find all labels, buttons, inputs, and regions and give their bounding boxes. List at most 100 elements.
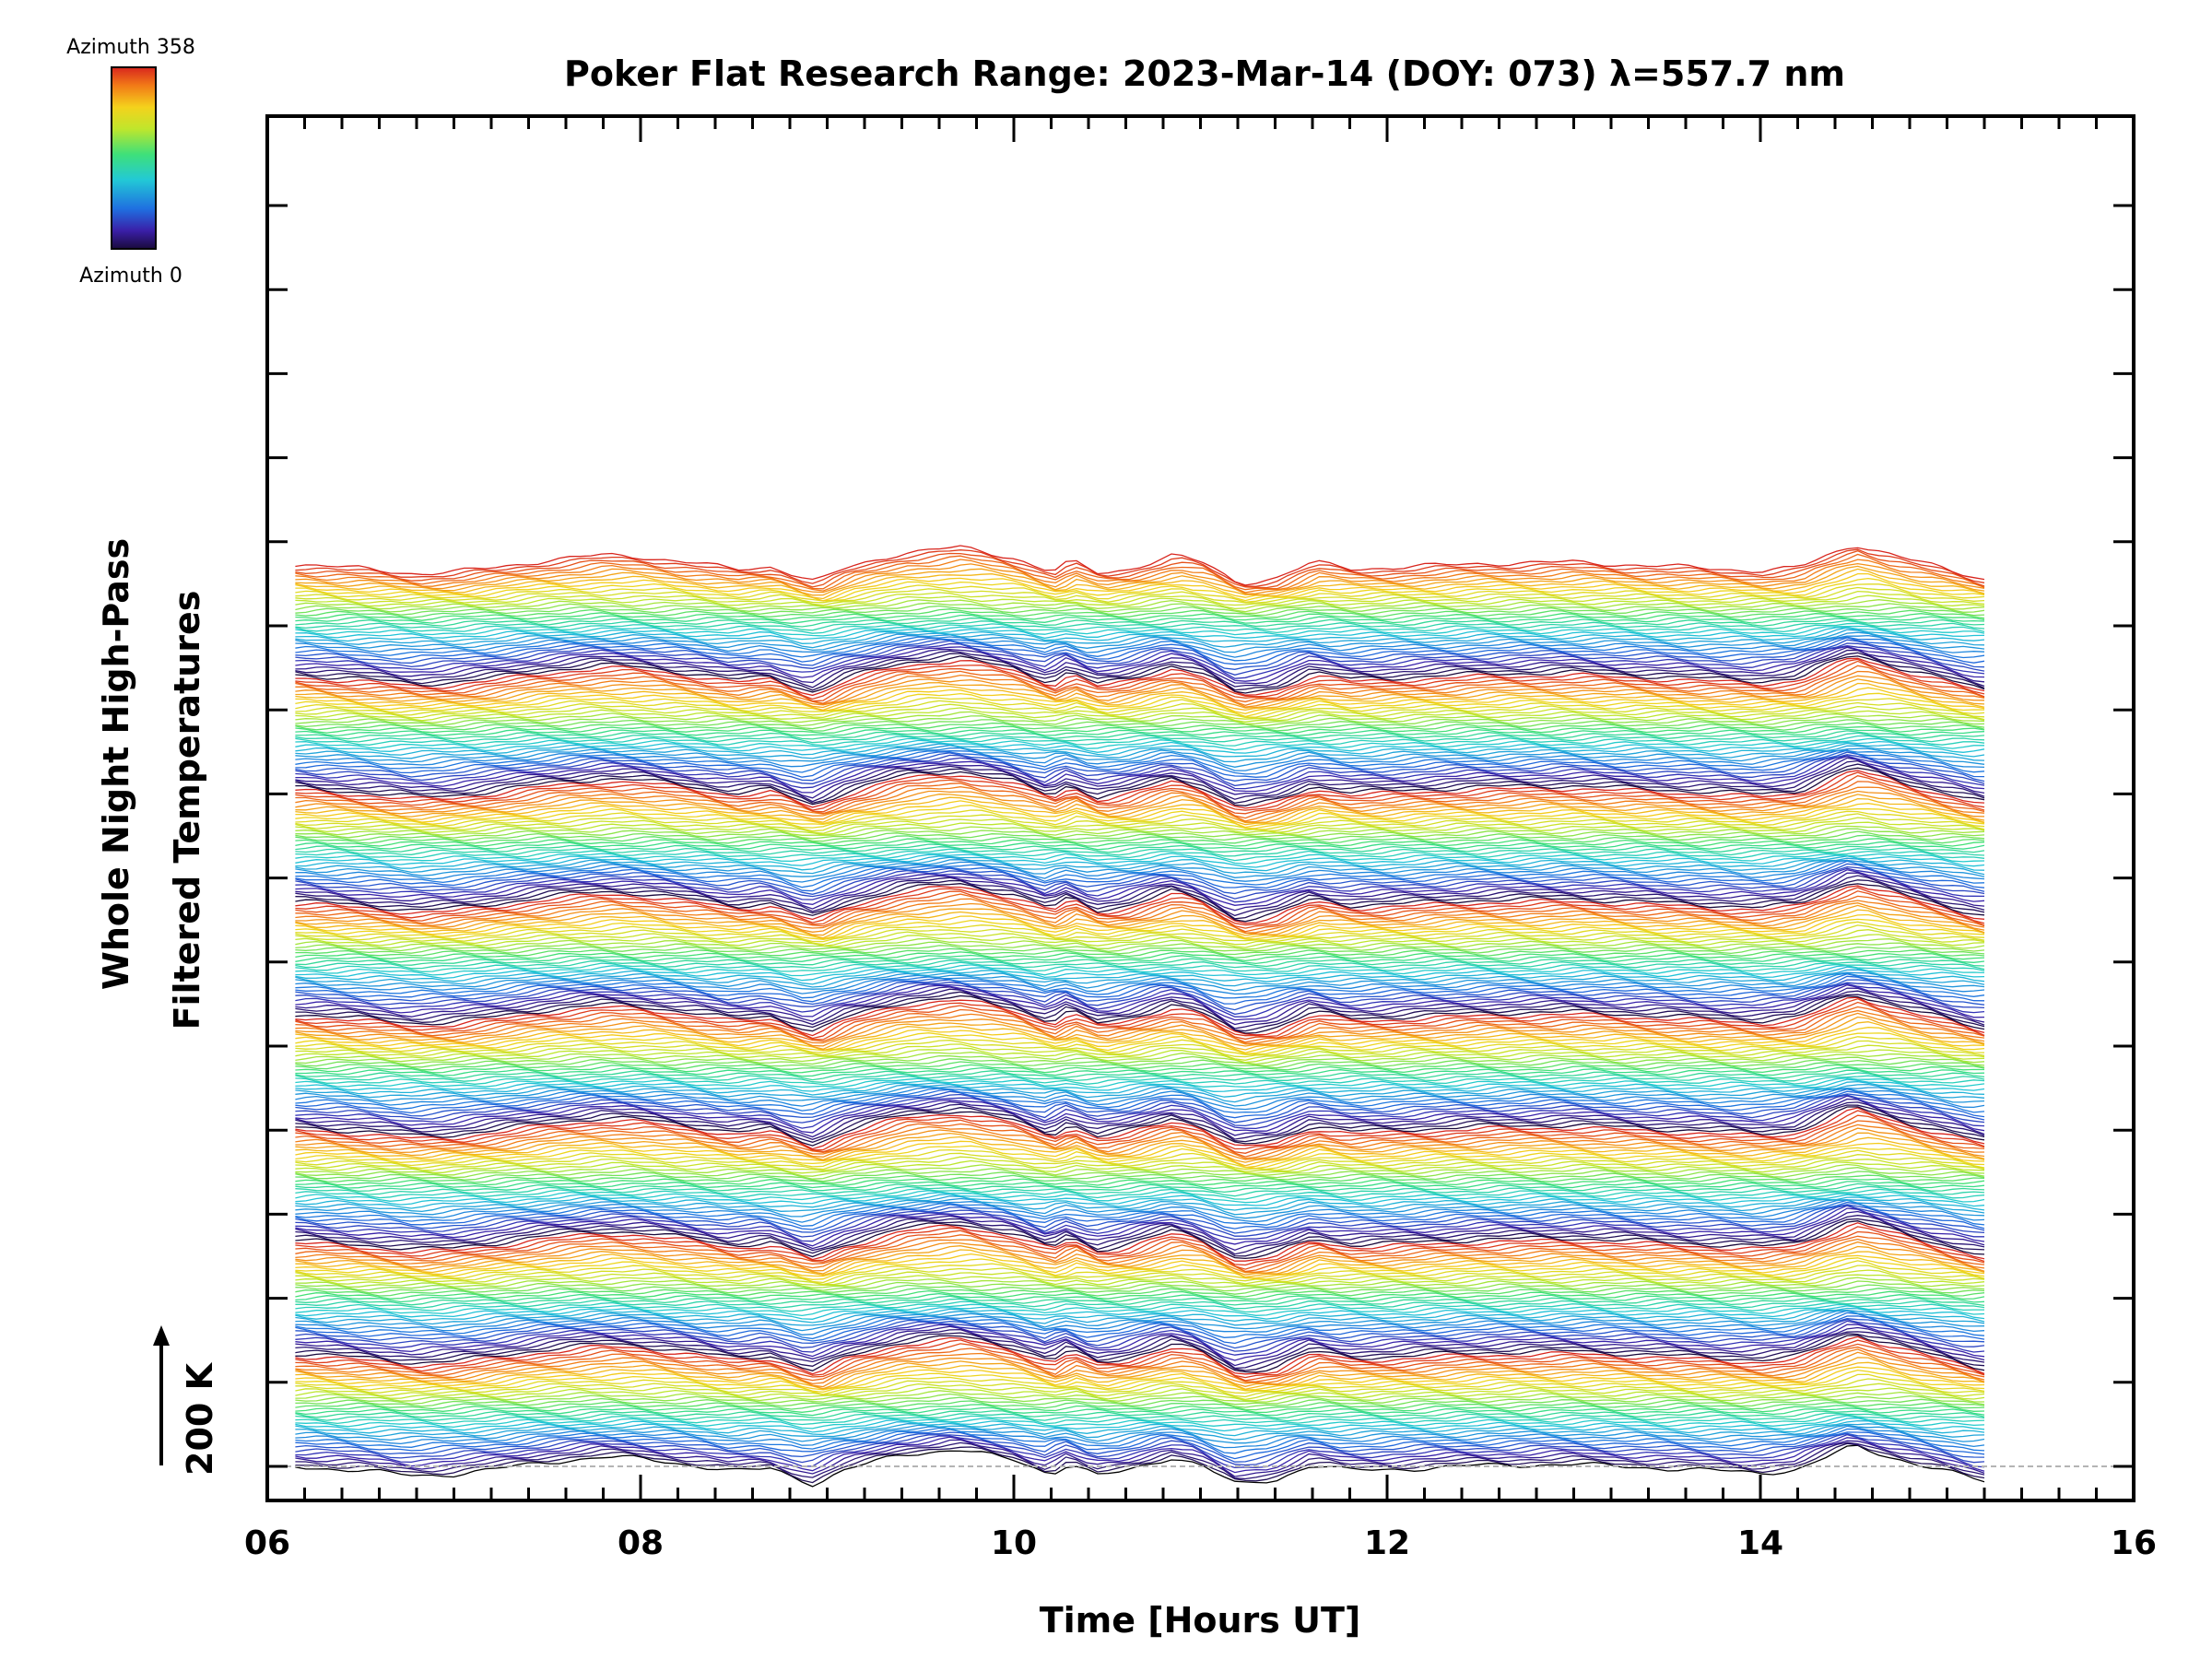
series-line	[295, 851, 1985, 865]
series-line	[295, 737, 1984, 751]
series-line	[295, 1412, 1985, 1422]
series-line	[295, 821, 1985, 836]
series-line	[295, 872, 1985, 912]
x-tick-label: 08	[618, 1524, 664, 1562]
series-line	[295, 893, 1985, 933]
series-line	[295, 924, 1985, 946]
series-line	[295, 614, 1985, 624]
series-line	[295, 834, 1985, 844]
series-line	[295, 1339, 1985, 1379]
series-line	[295, 1431, 1985, 1463]
chart-title: Poker Flat Research Range: 2023-Mar-14 (…	[564, 53, 1845, 94]
series-line	[295, 885, 1985, 924]
series-line	[295, 904, 1985, 936]
series-line	[295, 1197, 1985, 1219]
series-line	[295, 1335, 1985, 1375]
series-line	[295, 959, 1985, 971]
series-line	[295, 1052, 1985, 1065]
series-line	[295, 1312, 1985, 1340]
series-line	[295, 755, 1985, 790]
series-line	[295, 1410, 1985, 1419]
series-line	[295, 1012, 1985, 1047]
series-line	[295, 586, 1985, 604]
series-line	[295, 853, 1985, 868]
series-line	[295, 1195, 1985, 1216]
series-line	[295, 865, 1985, 900]
series-line	[295, 631, 1985, 653]
series-line	[295, 722, 1985, 732]
series-line	[295, 625, 1985, 637]
series-line	[295, 719, 1985, 730]
series-line	[295, 1220, 1985, 1260]
series-line	[295, 599, 1985, 613]
series-line	[295, 1205, 1984, 1242]
series-line	[295, 982, 1985, 1018]
series-line	[295, 1423, 1985, 1441]
series-line	[295, 883, 1985, 923]
series-line	[295, 590, 1985, 606]
series-line	[295, 855, 1985, 872]
series-line	[295, 913, 1985, 940]
series-line	[295, 1085, 1985, 1107]
series-line	[295, 902, 1985, 935]
series-line	[295, 548, 1985, 587]
series-line	[295, 645, 1985, 682]
plot-frame	[265, 114, 2136, 1502]
series-line	[295, 583, 1985, 603]
series-line	[295, 728, 1985, 737]
series-line	[295, 715, 1985, 727]
series-line	[295, 1310, 1985, 1332]
series-line	[295, 988, 1985, 1030]
x-tick-label: 12	[1364, 1524, 1410, 1562]
series-line	[295, 934, 1985, 948]
series-line	[295, 1001, 1985, 1041]
series-line	[295, 1369, 1985, 1394]
series-line	[295, 994, 1985, 1034]
series-line	[295, 611, 1985, 621]
series-line	[295, 1110, 1985, 1151]
series-line	[295, 1427, 1985, 1454]
colorbar-bottom-label: Azimuth 0	[79, 265, 182, 288]
series-line	[295, 1230, 1985, 1270]
series-line	[295, 1357, 1985, 1390]
series-line	[295, 1094, 1985, 1130]
series-line	[295, 963, 1985, 977]
x-tick-labels: 06 08 10 12 14 16	[244, 1524, 2157, 1562]
series-line	[295, 1181, 1985, 1190]
series-line	[295, 1305, 1985, 1320]
series-line	[295, 1101, 1985, 1140]
series-line	[295, 1058, 1985, 1069]
series-line	[295, 1310, 1985, 1335]
series-line	[295, 1325, 1985, 1367]
series-line	[295, 1087, 1985, 1111]
series-line	[295, 867, 1985, 903]
series-line	[295, 1064, 1985, 1074]
series-line	[295, 1284, 1985, 1295]
series-line	[295, 577, 1985, 602]
series-line	[295, 1167, 1985, 1180]
series-line	[295, 743, 1985, 763]
series-line	[295, 725, 1985, 735]
series-line	[295, 1280, 1985, 1292]
series-line	[295, 550, 1985, 589]
series-line	[295, 1021, 1985, 1052]
series-line	[295, 735, 1985, 747]
series-line	[295, 947, 1985, 959]
series-layer	[295, 545, 1985, 1488]
series-line	[295, 796, 1985, 826]
series-line	[295, 991, 1985, 1032]
series-line	[295, 1140, 1985, 1169]
series-line	[295, 732, 1985, 744]
series-line	[295, 1277, 1985, 1288]
series-line	[295, 971, 1985, 992]
series-line	[295, 639, 1985, 670]
series-line	[295, 1083, 1985, 1103]
series-line	[295, 964, 1985, 982]
series-line	[295, 1077, 1985, 1088]
series-line	[295, 1307, 1985, 1324]
series-line	[295, 790, 1985, 823]
series-line	[295, 1124, 1985, 1159]
series-line	[295, 1245, 1985, 1276]
series-line	[295, 1072, 1985, 1084]
series-line	[295, 749, 1985, 775]
